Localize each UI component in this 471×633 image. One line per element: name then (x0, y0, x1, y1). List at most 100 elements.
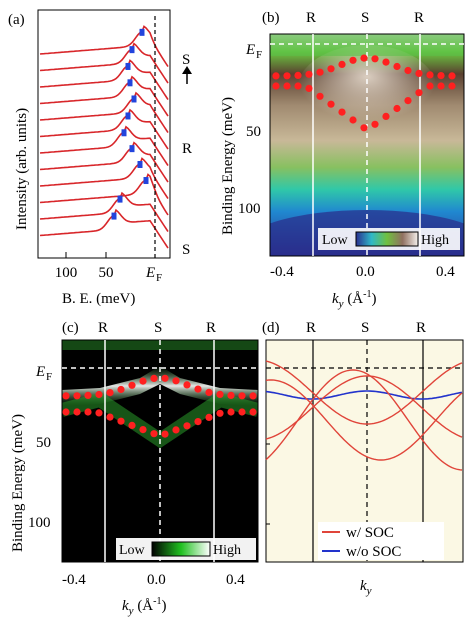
panel-b-colorbar (355, 231, 419, 247)
panel-c-top-label: S (154, 320, 162, 336)
dispersion-dot (338, 60, 346, 68)
dispersion-dot (393, 104, 401, 113)
panel-b-label: (b) (262, 10, 280, 26)
panel-a: (a) Intensity (arb. units) 100 50 E F B.… (8, 9, 192, 307)
peak-marker (125, 112, 131, 120)
dispersion-dot (249, 392, 257, 400)
panel-b-top-label: R (414, 10, 424, 26)
panel-a-xtick-label: 50 (99, 265, 114, 281)
peak-marker (137, 161, 143, 168)
band-soc (265, 369, 463, 471)
dispersion-dot (194, 385, 202, 393)
dispersion-dot (73, 408, 81, 416)
panel-a-xlabel: B. E. (meV) (62, 291, 135, 307)
edc-curve (39, 157, 169, 200)
edc-curve (39, 75, 169, 117)
band-soc (265, 379, 463, 461)
dispersion-dot (62, 392, 70, 400)
panel-b-colorbar-high: High (421, 233, 449, 248)
edc-curve (39, 42, 169, 84)
panel-d-bands (265, 360, 463, 471)
peak-marker (111, 212, 117, 220)
peak-marker (117, 195, 123, 203)
dispersion-dot (205, 388, 213, 396)
arrow-up-icon (182, 66, 192, 74)
dispersion-dot (305, 70, 313, 78)
panel-a-label: (a) (8, 12, 25, 28)
dispersion-dot (283, 72, 291, 80)
panel-c-xtick-label: 0.4 (226, 572, 245, 588)
dispersion-dot (128, 381, 136, 389)
edc-curve (39, 59, 169, 101)
dispersion-dot (139, 377, 147, 385)
peak-marker (143, 177, 149, 185)
panel-d-xlabel: ky (360, 578, 372, 597)
panel-c-xtick-label: 0.0 (147, 572, 166, 588)
dispersion-dot (294, 82, 302, 90)
dispersion-dot (272, 72, 280, 80)
dispersion-dot (382, 112, 390, 120)
dispersion-dot (371, 55, 379, 63)
panel-a-side-label-top: S (182, 52, 190, 68)
band-soc (265, 360, 463, 425)
panel-b-top-label: R (306, 10, 316, 26)
panel-a-ylabel: Intensity (arb. units) (14, 108, 30, 230)
panel-d-top-label: R (306, 320, 316, 336)
panel-b-ylabel: Binding Energy (meV) (220, 97, 236, 235)
dispersion-dot (360, 124, 368, 132)
panel-a-side-label-mid: R (182, 141, 192, 157)
dispersion-dot (404, 66, 412, 75)
dispersion-dot (106, 389, 114, 397)
dispersion-dot (62, 408, 70, 416)
panel-b-ef-sub: F (256, 49, 262, 61)
panel-b-ytick-label: 100 (238, 201, 261, 217)
dispersion-dot (327, 100, 335, 108)
panel-b: (b) R S R E F 50 100 Binding Energy (meV… (220, 10, 465, 310)
dispersion-dot (283, 82, 291, 90)
dispersion-dot (161, 430, 169, 438)
dispersion-dot (183, 381, 191, 389)
peak-marker (131, 95, 137, 103)
dispersion-dot (84, 391, 92, 399)
dispersion-dot (448, 72, 456, 80)
dispersion-dot (349, 116, 357, 124)
dispersion-dot (426, 71, 434, 79)
peak-marker (125, 62, 131, 70)
dispersion-dot (437, 82, 445, 90)
panel-a-side-label-bottom: S (182, 242, 190, 258)
dispersion-dot (106, 413, 114, 421)
edc-curve (39, 208, 169, 249)
dispersion-dot (73, 392, 81, 400)
panel-b-xtick-label: 0.4 (436, 264, 455, 280)
dispersion-dot (205, 413, 213, 421)
dispersion-dot (360, 54, 368, 62)
peak-marker (129, 145, 135, 153)
dispersion-dot (227, 408, 235, 416)
dispersion-dot (216, 390, 224, 398)
dispersion-dot (316, 92, 324, 100)
dispersion-dot (183, 422, 191, 430)
panel-b-xlabel: ky (Å-1) (332, 289, 376, 310)
dispersion-dot (249, 408, 257, 416)
dispersion-dot (349, 56, 357, 64)
peak-marker (129, 46, 135, 54)
dispersion-dot (216, 409, 224, 417)
legend-label-nosoc: w/o SOC (346, 544, 401, 560)
legend-label-soc: w/ SOC (346, 525, 394, 541)
panel-b-ytick-label: 50 (246, 124, 261, 140)
dispersion-dot (150, 430, 158, 438)
dispersion-dot (415, 89, 423, 97)
edc-curve (39, 91, 169, 134)
dispersion-dot (327, 65, 335, 73)
dispersion-dot (95, 409, 103, 417)
panel-b-xtick-label: 0.0 (356, 264, 375, 280)
panel-a-xtick-label: 100 (55, 265, 78, 281)
panel-d-legend: w/ SOC w/o SOC (318, 522, 444, 560)
band-nosoc (265, 390, 463, 400)
peak-marker (127, 79, 133, 87)
dispersion-dot (139, 426, 147, 434)
panel-c-ef-sub: F (46, 371, 52, 383)
panel-b-top-label: S (361, 10, 369, 26)
dispersion-dot (227, 391, 235, 399)
